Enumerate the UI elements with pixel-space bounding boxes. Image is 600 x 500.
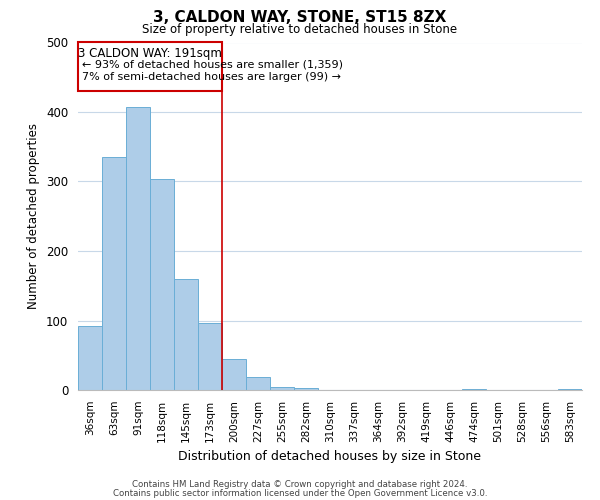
Text: Contains public sector information licensed under the Open Government Licence v3: Contains public sector information licen… — [113, 488, 487, 498]
FancyBboxPatch shape — [78, 42, 222, 91]
Text: 3, CALDON WAY, STONE, ST15 8ZX: 3, CALDON WAY, STONE, ST15 8ZX — [154, 10, 446, 25]
Bar — [294, 388, 318, 390]
Bar — [102, 157, 126, 390]
Text: Size of property relative to detached houses in Stone: Size of property relative to detached ho… — [142, 22, 458, 36]
Text: ← 93% of detached houses are smaller (1,359): ← 93% of detached houses are smaller (1,… — [82, 59, 343, 69]
Text: 7% of semi-detached houses are larger (99) →: 7% of semi-detached houses are larger (9… — [82, 72, 341, 82]
Bar — [222, 360, 246, 390]
X-axis label: Distribution of detached houses by size in Stone: Distribution of detached houses by size … — [179, 450, 482, 463]
Bar — [150, 180, 174, 390]
Text: Contains HM Land Registry data © Crown copyright and database right 2024.: Contains HM Land Registry data © Crown c… — [132, 480, 468, 489]
Bar — [198, 324, 222, 390]
Y-axis label: Number of detached properties: Number of detached properties — [28, 123, 40, 309]
Bar — [462, 388, 486, 390]
Bar — [558, 388, 582, 390]
Bar — [246, 378, 270, 390]
Bar — [126, 107, 150, 390]
Bar — [78, 326, 102, 390]
Bar — [270, 386, 294, 390]
Text: 3 CALDON WAY: 191sqm: 3 CALDON WAY: 191sqm — [78, 46, 222, 60]
Bar — [174, 279, 198, 390]
